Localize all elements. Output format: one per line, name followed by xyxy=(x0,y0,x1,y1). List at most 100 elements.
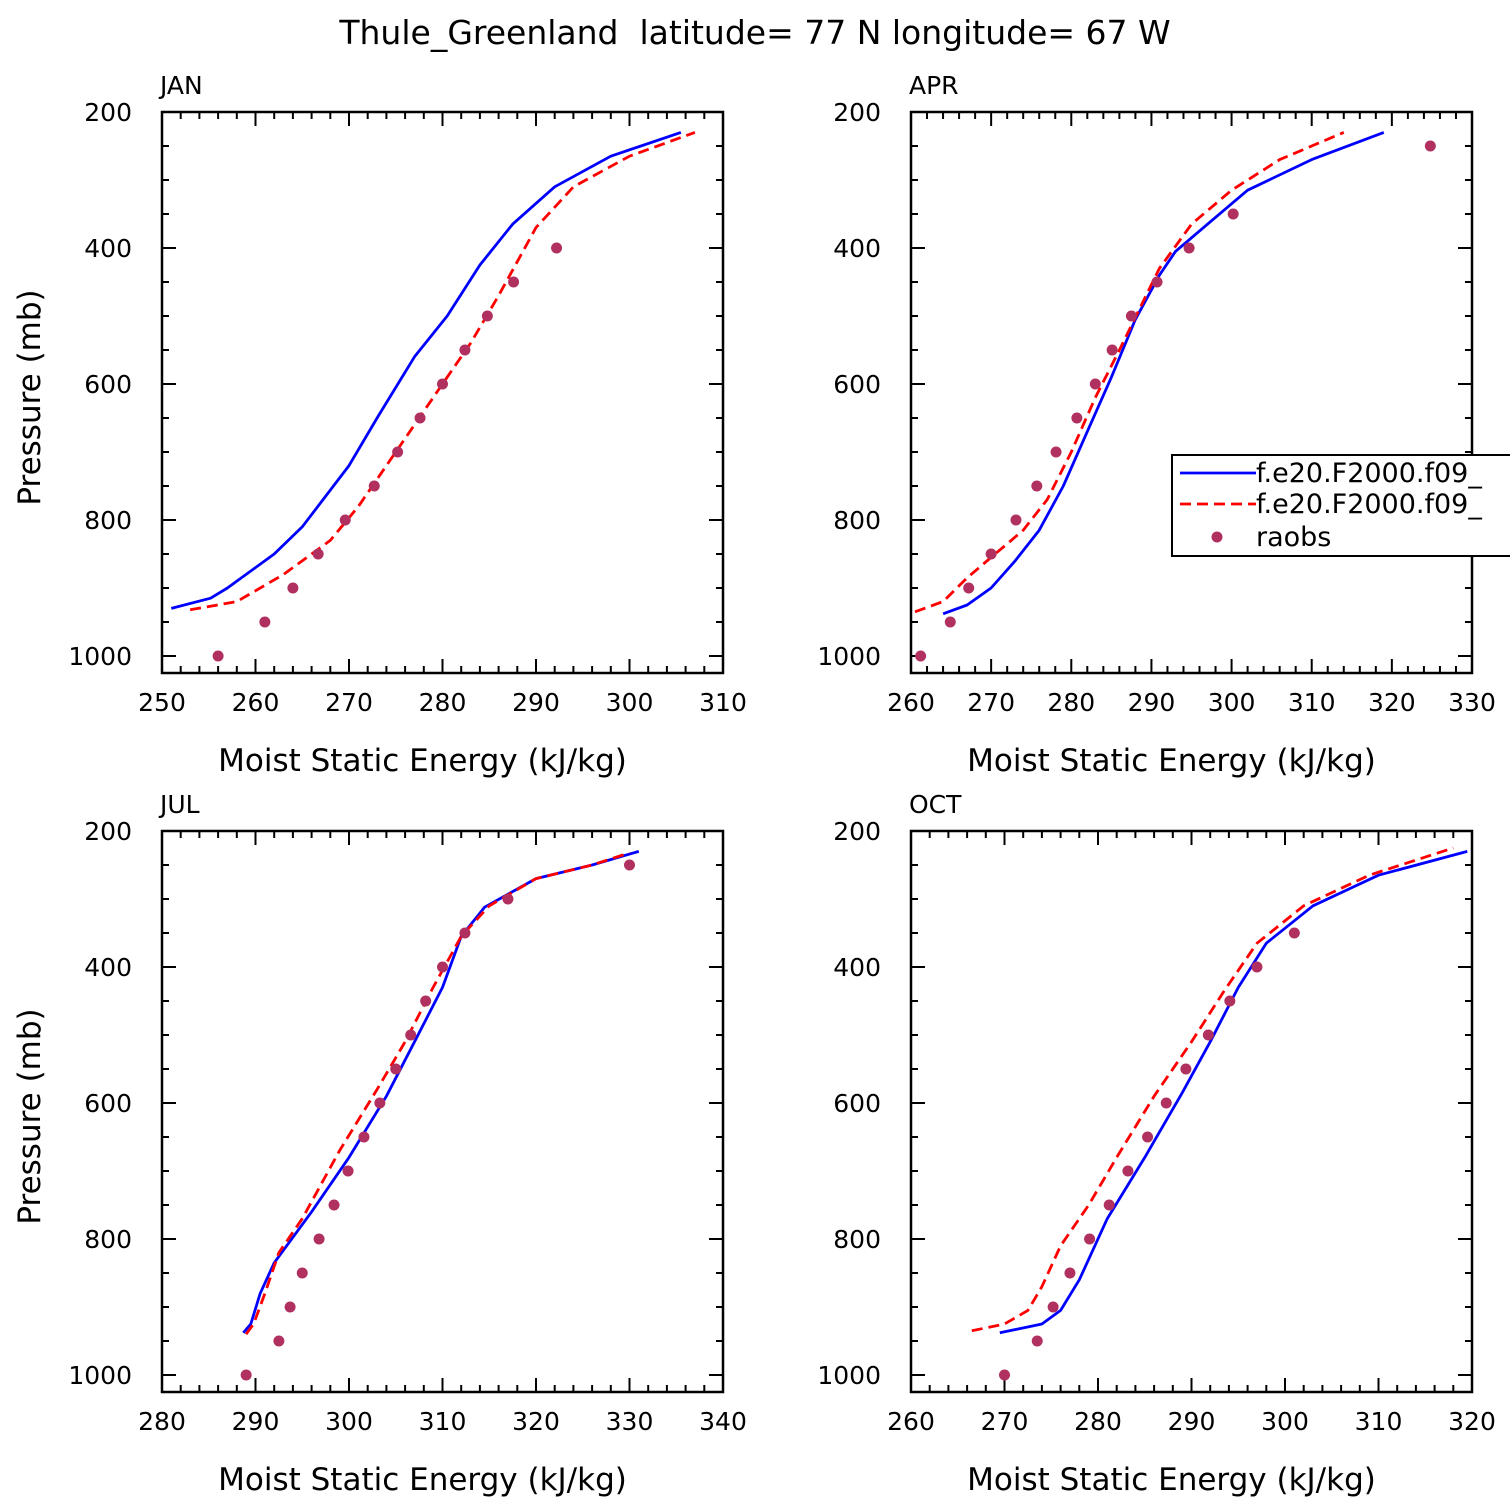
plot-frame xyxy=(909,110,1474,675)
legend-label: f.e20.F2000.f09_ xyxy=(1256,489,1482,520)
y-tick-label: 1000 xyxy=(817,642,881,671)
raobs-point xyxy=(1122,1165,1134,1177)
x-tick-label: 260 xyxy=(232,688,280,717)
raobs-point xyxy=(1106,344,1118,356)
y-axis-title: Pressure (mb) xyxy=(12,289,48,505)
raobs-point xyxy=(1050,446,1062,458)
y-tick-label: 200 xyxy=(833,98,881,127)
raobs-point xyxy=(437,378,448,390)
y-axis-title: Pressure (mb) xyxy=(12,1008,48,1224)
y-tick-label: 1000 xyxy=(68,642,132,671)
raobs-point xyxy=(1084,1233,1096,1245)
panel-jan: 250 260 270 280 290 300 310 200 400 600 800 1000 JAN… xyxy=(12,71,747,779)
panel-label: APR xyxy=(909,71,959,100)
raobs-point xyxy=(1224,995,1236,1007)
raobs-point xyxy=(999,1369,1010,1381)
solid-series-line xyxy=(999,850,1468,1335)
dashed-series-line xyxy=(971,846,1454,1333)
raobs-point xyxy=(1125,310,1137,322)
x-tick-label: 300 xyxy=(1261,1407,1309,1436)
x-tick-label: 300 xyxy=(606,688,654,717)
y-tick-label: 1000 xyxy=(817,1361,881,1390)
legend: f.e20.F2000.f09_f.e20.F2000.f09_raobs xyxy=(1171,454,1510,557)
raobs-point xyxy=(459,344,471,356)
raobs-point xyxy=(1227,208,1239,220)
dashed-series-line xyxy=(244,851,630,1336)
y-tick-label: 600 xyxy=(84,1089,132,1118)
raobs-point xyxy=(459,927,471,939)
raobs-point xyxy=(944,616,956,628)
raobs-point xyxy=(1142,1131,1154,1143)
raobs-point xyxy=(1160,1097,1172,1109)
raobs-point xyxy=(1288,927,1300,939)
raobs-point xyxy=(1424,140,1436,152)
raobs-point xyxy=(328,1199,340,1211)
raobs-point xyxy=(1031,1335,1043,1347)
y-tick-label: 600 xyxy=(84,370,132,399)
x-tick-label: 280 xyxy=(419,688,467,717)
raobs-point xyxy=(414,412,426,424)
x-tick-label: 260 xyxy=(887,688,935,717)
series-group xyxy=(170,131,696,662)
dashed-series-line xyxy=(914,131,1345,614)
x-axis-title: Moist Static Energy (kJ/kg) xyxy=(218,743,627,779)
panel-oct: 260 270 280 290 300 310 320 200 400 600 800 1000 OCT… xyxy=(817,790,1495,1498)
raobs-point xyxy=(296,1267,308,1279)
panel-label: JUL xyxy=(158,790,200,819)
y-tick-label: 200 xyxy=(84,817,132,846)
y-tick-label: 800 xyxy=(833,1225,881,1254)
raobs-point xyxy=(313,1233,325,1245)
raobs-point xyxy=(273,1335,285,1347)
raobs-point xyxy=(481,310,493,322)
panel-apr: 260 270 280 290 300 310 320 330 200 400 600 800 1000… xyxy=(817,71,1510,779)
figure-title: Thule_Greenland latitude= 77 N longitude… xyxy=(338,13,1170,52)
y-tick-label: 200 xyxy=(833,817,881,846)
plot-frame xyxy=(909,829,1474,1394)
raobs-point xyxy=(240,1369,252,1381)
raobs-point xyxy=(287,582,299,594)
raobs-point xyxy=(508,276,520,288)
y-tick-label: 400 xyxy=(833,953,881,982)
raobs-point xyxy=(392,446,404,458)
raobs-point xyxy=(420,995,432,1007)
y-tick-label: 200 xyxy=(84,98,132,127)
raobs-point xyxy=(342,1165,354,1177)
y-tick-label: 600 xyxy=(833,1089,881,1118)
x-tick-label: 260 xyxy=(887,1407,935,1436)
x-tick-label: 270 xyxy=(981,1407,1029,1436)
raobs-point xyxy=(1010,514,1022,526)
x-tick-label: 330 xyxy=(1448,688,1496,717)
raobs-point xyxy=(284,1301,296,1313)
x-tick-label: 310 xyxy=(1355,1407,1403,1436)
x-axis-title: Moist Static Energy (kJ/kg) xyxy=(967,743,1376,779)
y-tick-label: 400 xyxy=(833,234,881,263)
panel-label: OCT xyxy=(909,790,962,819)
raobs-point xyxy=(551,242,563,254)
x-tick-label: 270 xyxy=(967,688,1015,717)
raobs-point xyxy=(358,1131,370,1143)
raobs-point xyxy=(985,548,997,560)
dashed-series-line xyxy=(189,131,696,612)
y-tick-label: 600 xyxy=(833,370,881,399)
y-tick-label: 400 xyxy=(84,234,132,263)
x-tick-label: 280 xyxy=(1074,1407,1122,1436)
legend-label: raobs xyxy=(1256,522,1331,553)
raobs-point xyxy=(374,1097,386,1109)
y-tick-label: 800 xyxy=(84,506,132,535)
x-tick-label: 290 xyxy=(1168,1407,1216,1436)
x-tick-label: 310 xyxy=(419,1407,467,1436)
x-tick-label: 290 xyxy=(232,1407,280,1436)
x-tick-label: 310 xyxy=(1288,688,1336,717)
x-tick-label: 340 xyxy=(699,1407,747,1436)
solid-series-line xyxy=(242,850,640,1334)
raobs-point xyxy=(624,859,635,871)
x-tick-label: 270 xyxy=(325,688,373,717)
plot-frame xyxy=(160,110,725,675)
x-tick-label: 310 xyxy=(699,688,747,717)
legend-label: f.e20.F2000.f09_ xyxy=(1256,458,1482,489)
raobs-point xyxy=(1202,1029,1214,1041)
raobs-point xyxy=(915,650,927,662)
legend-dot-marker xyxy=(1211,531,1223,543)
series-group xyxy=(914,131,1436,662)
